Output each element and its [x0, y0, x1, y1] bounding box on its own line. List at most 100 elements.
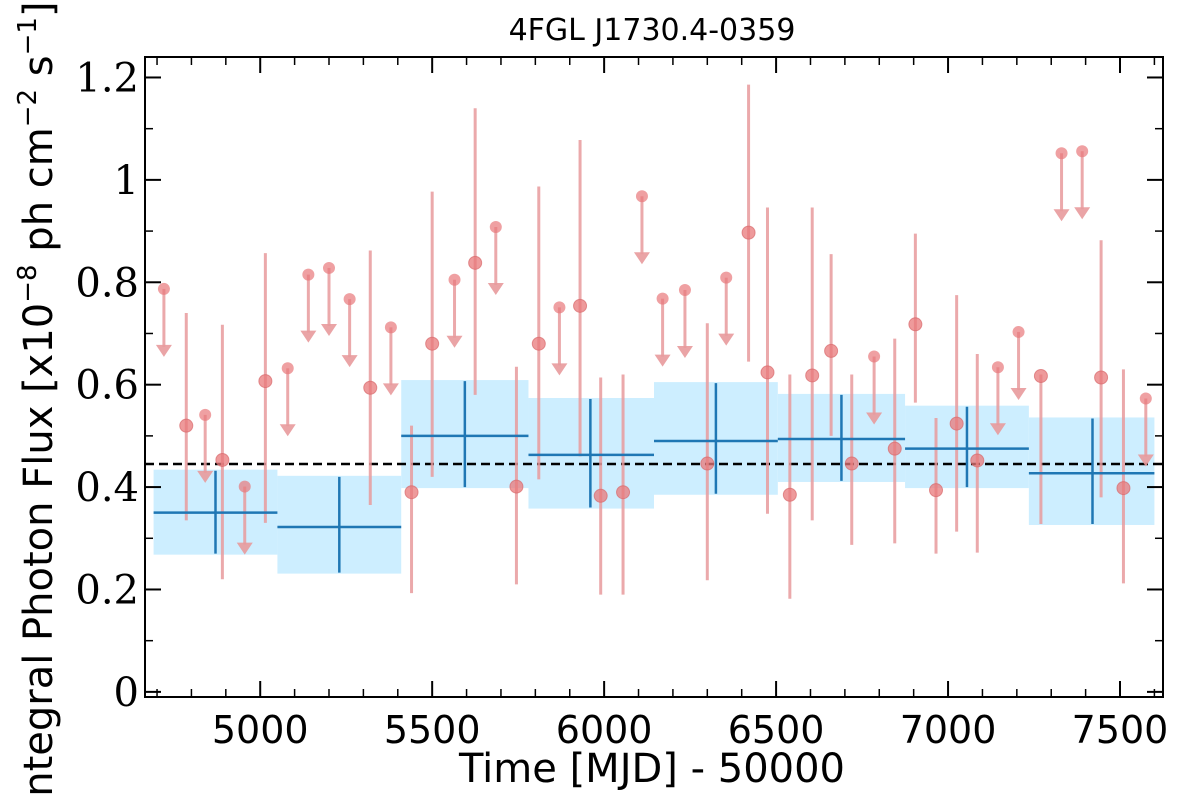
upper-limit-8 [446, 273, 463, 348]
upper-limit-arrow [279, 424, 296, 437]
detection-marker [970, 453, 985, 468]
detection-point-18 [844, 374, 859, 545]
y-tick-label: 0.6 [75, 363, 139, 409]
upper-limit-6 [341, 293, 358, 368]
detection-point-8 [531, 186, 546, 480]
detection-marker [1094, 370, 1109, 385]
x-tick-label: 7000 [900, 708, 997, 752]
x-tick-label: 7500 [1072, 708, 1169, 752]
detection-marker [760, 365, 775, 380]
detection-point-12 [700, 323, 715, 581]
detection-marker [782, 487, 797, 502]
upper-limit-arrow [633, 252, 650, 265]
upper-limit-arrow [1010, 387, 1027, 400]
upper-limit-17 [1010, 325, 1027, 400]
upper-limit-2 [236, 480, 253, 555]
y-axis-label-exp1: −8 [13, 264, 43, 302]
detection-point-10 [593, 377, 608, 595]
detection-point-5 [425, 191, 440, 477]
detection-point-16 [805, 207, 820, 521]
detection-point-20 [908, 233, 923, 403]
detection-point-7 [509, 366, 524, 585]
detection-marker [468, 255, 483, 270]
detection-marker [425, 336, 440, 351]
upper-limit-arrow [300, 330, 317, 343]
long-bin-cross-4 [654, 383, 778, 494]
detection-point-17 [824, 254, 839, 436]
detection-point-13 [741, 84, 756, 362]
detection-point-2 [258, 253, 273, 523]
detection-marker [593, 488, 608, 503]
upper-limit-11 [633, 190, 650, 265]
upper-limit-15 [866, 350, 883, 425]
upper-limit-marker [656, 292, 669, 305]
upper-limit-arrow [676, 345, 693, 358]
detection-marker [741, 225, 756, 240]
detection-marker [573, 298, 588, 313]
detection-marker [509, 479, 524, 494]
upper-limit-arrow [654, 354, 671, 367]
upper-limit-arrow [1137, 454, 1154, 467]
detection-point-25 [1094, 240, 1109, 498]
upper-limit-7 [382, 321, 399, 396]
y-tick-label: 0 [114, 670, 139, 716]
detection-marker [404, 485, 419, 500]
upper-limit-13 [676, 283, 693, 358]
chart-title: 4FGL J1730.4-0359 [509, 13, 796, 48]
detection-marker [805, 368, 820, 383]
detection-point-4 [404, 425, 419, 594]
detection-point-24 [1033, 368, 1048, 524]
detection-point-0 [179, 313, 194, 521]
y-axis-label-post: s [16, 55, 62, 89]
x-tick-label: 5000 [212, 708, 309, 752]
upper-limit-marker [343, 293, 356, 306]
upper-limit-marker [678, 283, 691, 296]
upper-limit-marker [1055, 147, 1068, 160]
detection-point-15 [782, 374, 797, 599]
detection-point-23 [970, 353, 985, 553]
upper-limit-marker [991, 361, 1004, 374]
upper-limit-marker [384, 321, 397, 334]
y-axis-label-pre: Integral Photon Flux [x10 [16, 303, 62, 800]
upper-limit-marker [553, 301, 566, 314]
y-tick-label: 1 [114, 158, 139, 204]
detection-point-19 [887, 338, 902, 544]
upper-limit-marker [635, 190, 648, 203]
y-axis-label-close: ] [16, 1, 62, 17]
upper-limit-20 [1137, 392, 1154, 467]
upper-limit-9 [487, 220, 504, 295]
upper-limit-arrow [382, 383, 399, 396]
long-bin-cross-1 [277, 476, 402, 573]
detection-point-26 [1116, 369, 1131, 584]
upper-limit-arrow [446, 335, 463, 348]
detection-point-22 [949, 295, 964, 532]
upper-limit-12 [654, 292, 671, 367]
upper-limit-arrow [718, 333, 735, 346]
upper-limit-arrow [155, 344, 172, 357]
y-axis-label-exp3: −1 [13, 17, 43, 55]
y-axis-label-mid: ph cm [16, 127, 62, 264]
x-tick-label: 6500 [728, 708, 825, 752]
y-axis-label-exp2: −2 [13, 89, 43, 127]
upper-limit-arrow [320, 323, 337, 336]
upper-limit-marker [489, 220, 502, 233]
upper-limit-marker [720, 271, 733, 284]
upper-limit-16 [989, 361, 1006, 436]
detection-marker [616, 485, 631, 500]
upper-limit-marker [1139, 392, 1152, 405]
y-tick-label: 0.8 [75, 260, 139, 306]
upper-limit-3 [279, 362, 296, 437]
upper-limit-marker [238, 480, 251, 493]
detection-point-21 [929, 417, 944, 554]
detection-point-14 [760, 207, 775, 514]
detection-point-11 [616, 374, 631, 595]
detection-marker [1116, 481, 1131, 496]
axis-ticks: 5000 5500 6000 6500 7000 7500 0 0.2 0.4 0.6 0.8 1 1.… [75, 55, 1168, 752]
upper-limit-18 [1053, 147, 1070, 222]
long-bin-cross-6 [905, 406, 1029, 488]
long-bin-crosses [153, 381, 1155, 573]
detection-point-9 [573, 139, 588, 457]
detection-marker [258, 374, 273, 389]
detection-marker [363, 380, 378, 395]
